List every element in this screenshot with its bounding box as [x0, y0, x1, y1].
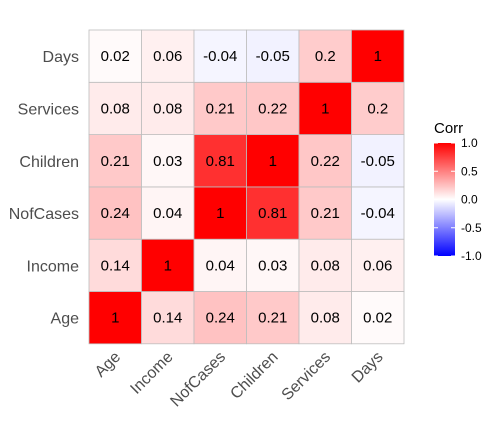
- heatmap-cell: [351, 134, 405, 188]
- heatmap-cell: [351, 29, 405, 83]
- cell-value-label: 1: [111, 310, 119, 327]
- heatmap-cell: [246, 291, 300, 345]
- heatmap-cell: [298, 186, 352, 240]
- heatmap-cell: [246, 186, 300, 240]
- x-tick-label: Children: [227, 349, 281, 403]
- heatmap-cell: [193, 238, 247, 292]
- heatmap-cell: [298, 29, 352, 83]
- y-tick-label: Age: [51, 311, 80, 328]
- cell-value-label: 1: [164, 257, 172, 274]
- legend-colorbar: [434, 143, 455, 256]
- heatmap-cell: [88, 238, 142, 292]
- cell-value-label: 0.03: [153, 153, 182, 170]
- x-tick-label: Services: [279, 349, 334, 404]
- y-tick-label: NofCases: [9, 206, 79, 223]
- cell-value-label: 0.81: [258, 205, 287, 222]
- heatmap-cells: 1 0.14 0.24 0.21 0.08 0.020.14 1 0.04 0.03 0.08 0.…: [88, 29, 405, 345]
- heatmap-cell: [193, 134, 247, 188]
- x-tick-label: NofCases: [167, 349, 229, 411]
- cell-value-label: 0.24: [101, 205, 130, 222]
- cell-value-label: 0.22: [311, 153, 340, 170]
- legend-tick-label: 1.0: [461, 136, 478, 150]
- heatmap-cell: [351, 186, 405, 240]
- cell-value-label: 0.2: [367, 100, 388, 117]
- cell-value-label: 1: [374, 48, 382, 65]
- heatmap-cell: [88, 291, 142, 345]
- cell-value-label: -0.04: [203, 48, 237, 65]
- cell-value-label: 1: [321, 100, 329, 117]
- legend-title: Corr: [434, 120, 463, 137]
- x-tick-label: Age: [92, 349, 124, 381]
- heatmap-cell: [351, 81, 405, 136]
- cell-value-label: 0.21: [258, 310, 287, 327]
- cell-value-label: 0.14: [101, 257, 130, 274]
- heatmap-cell: [351, 238, 405, 292]
- cell-value-label: 0.06: [153, 48, 182, 65]
- legend-tick-label: 0.5: [461, 164, 478, 178]
- y-tick-label: Children: [19, 154, 79, 171]
- y-tick-label: Days: [43, 49, 79, 66]
- heatmap-cell: [193, 81, 247, 136]
- cell-value-label: 0.08: [101, 100, 130, 117]
- heatmap-cell: [298, 134, 352, 188]
- cell-value-label: 0.03: [258, 257, 287, 274]
- cell-value-label: 0.22: [258, 100, 287, 117]
- cell-value-label: 0.08: [311, 257, 340, 274]
- cell-value-label: 0.04: [153, 205, 182, 222]
- heatmap-cell: [298, 81, 352, 136]
- heatmap-cell: [141, 134, 195, 188]
- heatmap-cell: [88, 186, 142, 240]
- heatmap-cell: [351, 291, 405, 345]
- cell-value-label: 0.14: [153, 310, 182, 327]
- cell-value-label: 0.08: [153, 100, 182, 117]
- legend-tick-label: -0.5: [461, 221, 482, 235]
- y-tick-label: Services: [18, 101, 79, 118]
- cell-value-label: 0.2: [315, 48, 336, 65]
- heatmap-cell: [88, 29, 142, 83]
- cell-value-label: 1: [216, 205, 224, 222]
- heatmap-cell: [246, 29, 300, 83]
- cell-value-label: -0.04: [361, 205, 395, 222]
- heatmap-cell: [246, 81, 300, 136]
- cell-value-label: -0.05: [256, 48, 290, 65]
- heatmap-cell: [141, 291, 195, 345]
- x-tick-label: Days: [349, 349, 387, 387]
- cell-value-label: 0.06: [363, 257, 392, 274]
- y-axis-tick-labels: Age Income NofCases Children Services Days: [9, 49, 80, 328]
- cell-value-label: 0.21: [101, 153, 130, 170]
- heatmap-cell: [246, 238, 300, 292]
- cell-value-label: 0.81: [206, 153, 235, 170]
- cell-value-label: 1: [269, 153, 277, 170]
- y-tick-label: Income: [27, 258, 80, 275]
- cell-value-label: 0.24: [206, 310, 235, 327]
- cell-value-label: 0.02: [363, 310, 392, 327]
- legend-tick-label: -1.0: [461, 249, 482, 263]
- cell-value-label: 0.08: [311, 310, 340, 327]
- cell-value-label: 0.21: [311, 205, 340, 222]
- heatmap-cell: [88, 134, 142, 188]
- heatmap-cell: [88, 81, 142, 136]
- heatmap-cell: [298, 291, 352, 345]
- cell-value-label: 0.04: [206, 257, 235, 274]
- cell-value-label: 0.21: [206, 100, 235, 117]
- x-tick-label: Income: [127, 349, 176, 398]
- cell-value-label: -0.05: [361, 153, 395, 170]
- heatmap-cell: [141, 238, 195, 292]
- legend-tick-label: 0.0: [461, 193, 478, 207]
- cell-value-label: 0.02: [101, 48, 130, 65]
